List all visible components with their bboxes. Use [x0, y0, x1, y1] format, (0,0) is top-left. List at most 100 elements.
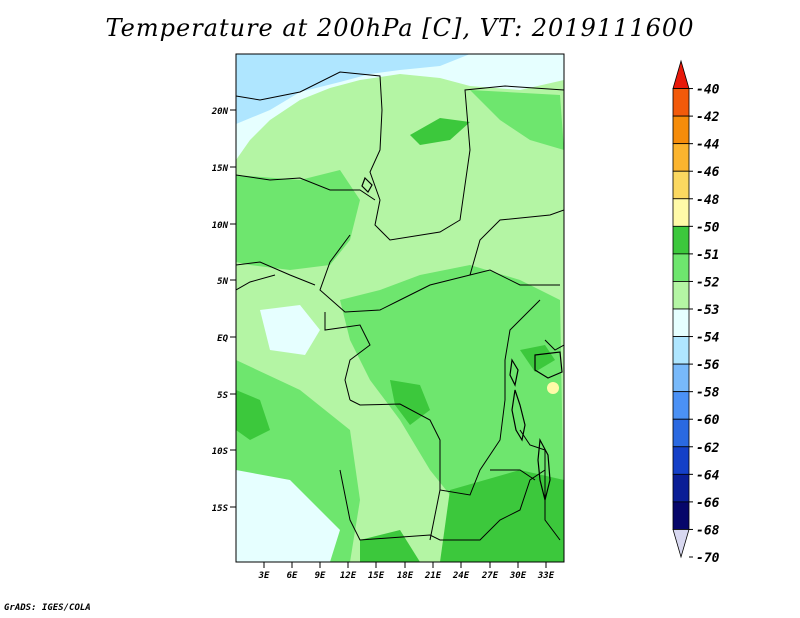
colorbar-swatch — [672, 88, 690, 117]
border-drc — [349, 299, 541, 496]
colorbar-label: -54 — [696, 331, 720, 346]
colorbar-swatch — [672, 391, 690, 420]
lon-tick: 21E — [424, 562, 442, 581]
colorbar-label: -52 — [696, 275, 720, 290]
colorbar-label: -64 — [696, 468, 720, 483]
chart-title: Temperature at 200hPa [C], VT: 201911160… — [105, 14, 695, 42]
colorbar-swatch — [672, 225, 690, 255]
field-cold-ne — [520, 54, 564, 76]
colorbar-label: -50 — [696, 220, 720, 235]
lat-tick: 5N — [217, 277, 236, 287]
lat-tick-label: 15S — [212, 504, 229, 514]
colorbar-label: -62 — [696, 441, 720, 456]
colorbar-swatch — [672, 336, 690, 365]
border-mozambique — [490, 469, 536, 481]
field-colder-north — [236, 54, 470, 124]
colorbar-label: -56 — [696, 358, 720, 373]
lat-tick: 5S — [217, 391, 236, 401]
colorbar-swatch — [672, 143, 690, 172]
lon-axis: 3E 6E 9E 12E 15E 18E 21E 24E 27E 30E 33E — [258, 562, 555, 581]
border-coast-west — [236, 274, 276, 291]
lon-tick-label: 18E — [397, 571, 414, 581]
colorbar-label: -68 — [696, 523, 720, 538]
lat-tick: 10S — [212, 447, 236, 457]
lakes — [361, 176, 563, 501]
colorbar-swatch — [672, 281, 690, 310]
colorbar-swatch — [672, 253, 690, 282]
border-zambia-west — [429, 489, 441, 541]
lake-tanganyika — [511, 389, 526, 442]
border-sahel — [236, 174, 376, 201]
colorbar-swatch — [672, 473, 690, 503]
field-west-light — [260, 305, 320, 355]
field-central-patch — [390, 380, 430, 425]
temperature-field — [236, 54, 564, 562]
lat-tick-label: 10N — [212, 221, 229, 231]
lon-tick: 18E — [397, 562, 414, 581]
colorbar: -40 -42 -44 -46 -48 -50 -51 -52 -53 -54 -56 -58 -60 -… — [672, 59, 720, 566]
lon-tick: 3E — [258, 562, 270, 581]
credit-label: GrADS: IGES/COLA — [4, 603, 91, 613]
colorbar-label: -48 — [696, 193, 720, 208]
country-borders — [236, 71, 564, 541]
lat-axis: 20N 15N 10N 5N EQ 5S 10S 15S — [211, 107, 236, 514]
colorbar-label: -46 — [696, 165, 720, 180]
colorbar-swatch — [672, 115, 690, 145]
colorbar-swatch — [672, 198, 690, 227]
colorbar-label: -53 — [696, 303, 720, 318]
lat-tick-label: EQ — [217, 334, 228, 344]
lake-malawi — [537, 437, 551, 501]
lat-tick: 10N — [212, 221, 236, 231]
lon-tick-label: 33E — [537, 571, 555, 581]
colorbar-label: -66 — [696, 496, 720, 511]
lon-tick-label: 9E — [315, 571, 326, 581]
lon-tick: 33E — [537, 562, 555, 581]
field-west-band — [236, 170, 360, 270]
border-angola-zambia — [339, 469, 546, 541]
colorbar-label: -70 — [696, 551, 720, 566]
colorbar-swatch — [672, 446, 690, 475]
colorbar-swatch — [672, 308, 690, 337]
colorbar-swatch — [672, 529, 690, 559]
colorbar-label: -40 — [696, 83, 720, 98]
lon-tick-label: 27E — [481, 571, 499, 581]
field-sw-patch — [236, 390, 270, 440]
colorbar-label: -44 — [696, 138, 720, 153]
colorbar-label: -58 — [696, 386, 720, 401]
lat-tick: 15S — [212, 504, 236, 514]
lat-tick-label: 15N — [212, 164, 229, 174]
colorbar-swatch — [672, 501, 690, 530]
lake-chad — [361, 176, 373, 193]
border-sudan — [469, 209, 564, 276]
lon-tick-label: 24E — [452, 571, 470, 581]
colorbar-label: -51 — [696, 248, 719, 263]
lat-tick: 15N — [212, 164, 236, 174]
colorbar-swatch — [672, 363, 690, 393]
colorbar-label: -60 — [696, 413, 720, 428]
lon-tick: 15E — [368, 562, 385, 581]
lon-tick-label: 21E — [424, 571, 442, 581]
field-sw-cold — [236, 470, 340, 562]
colorbar-swatch — [672, 418, 690, 448]
lon-tick-label: 3E — [258, 571, 270, 581]
lon-tick: 24E — [452, 562, 470, 581]
border-gabon-congo — [324, 312, 371, 401]
field-central — [340, 265, 564, 540]
lat-tick-label: 20N — [211, 107, 229, 117]
lon-tick-label: 12E — [340, 571, 357, 581]
colorbar-swatch — [672, 170, 690, 200]
lat-tick-label: 5N — [217, 277, 228, 287]
lat-tick-label: 5S — [217, 391, 228, 401]
lon-tick: 9E — [315, 562, 326, 581]
field-ne-band — [470, 90, 564, 150]
lat-tick: EQ — [217, 334, 236, 344]
lon-tick: 12E — [340, 562, 357, 581]
colorbar-label: -42 — [696, 110, 720, 125]
field-warm-spot — [547, 382, 559, 394]
lake-victoria — [534, 351, 563, 379]
lon-tick: 30E — [509, 562, 527, 581]
lon-tick: 27E — [481, 562, 499, 581]
colorbar-swatch — [672, 59, 690, 89]
map-frame — [235, 53, 565, 563]
